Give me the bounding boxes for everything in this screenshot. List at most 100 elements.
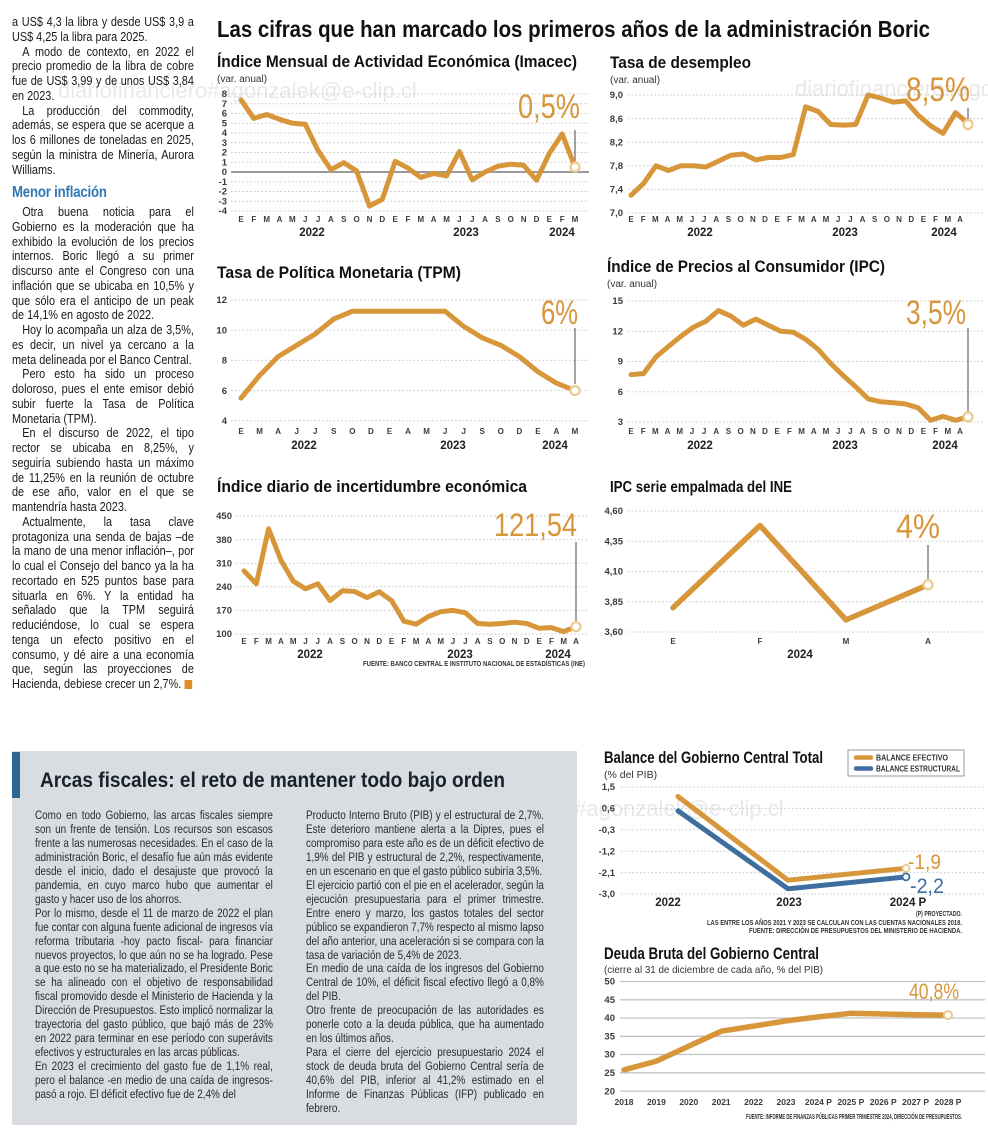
- svg-text:J: J: [848, 215, 852, 224]
- svg-text:35: 35: [604, 1031, 615, 1042]
- svg-text:8,6: 8,6: [610, 114, 623, 125]
- svg-text:A: A: [713, 427, 719, 436]
- svg-text:450: 450: [216, 511, 232, 522]
- svg-text:O: O: [508, 215, 514, 224]
- svg-text:M: M: [443, 215, 450, 224]
- svg-text:IPC serie empalmada del INE: IPC serie empalmada del INE: [610, 479, 792, 496]
- svg-text:(var. anual): (var. anual): [217, 74, 267, 85]
- svg-text:2023: 2023: [777, 1097, 796, 1107]
- svg-text:Deuda Bruta del Gobierno Centr: Deuda Bruta del Gobierno Central: [604, 945, 819, 963]
- svg-text:M: M: [944, 427, 951, 436]
- svg-text:N: N: [364, 637, 370, 646]
- svg-text:-1: -1: [219, 177, 228, 188]
- svg-text:M: M: [560, 637, 567, 646]
- svg-text:170: 170: [216, 606, 232, 617]
- svg-text:J: J: [461, 427, 465, 436]
- svg-text:F: F: [641, 215, 646, 224]
- svg-text:8: 8: [222, 89, 227, 100]
- svg-text:FUENTE: DIRECCIÓN DE PRESUPUES: FUENTE: DIRECCIÓN DE PRESUPUESTOS DEL MI…: [749, 926, 962, 935]
- svg-text:diariofinanciero#agonzalek@e-c: diariofinanciero#agonzalek@e-clip.cl: [58, 78, 417, 103]
- svg-text:O: O: [738, 427, 744, 436]
- svg-text:N: N: [750, 215, 756, 224]
- svg-text:D: D: [379, 215, 385, 224]
- svg-text:E: E: [775, 427, 781, 436]
- svg-text:D: D: [376, 637, 382, 646]
- svg-text:7,8: 7,8: [610, 161, 623, 172]
- svg-text:F: F: [933, 427, 938, 436]
- svg-text:2022: 2022: [297, 649, 323, 661]
- svg-text:diariofinanciero#agonzalek@e-c: diariofinanciero#agonzalek@e-clip.cl: [795, 76, 988, 101]
- svg-text:Balance del Gobierno Central T: Balance del Gobierno Central Total: [604, 749, 823, 767]
- svg-text:S: S: [495, 215, 501, 224]
- svg-text:-4: -4: [219, 206, 228, 217]
- svg-text:S: S: [340, 637, 346, 646]
- svg-text:(P) PROYECTADO.: (P) PROYECTADO.: [916, 909, 962, 918]
- svg-text:2024: 2024: [545, 649, 571, 661]
- svg-text:40: 40: [604, 1013, 615, 1024]
- svg-text:A: A: [860, 215, 866, 224]
- svg-text:J: J: [316, 637, 320, 646]
- svg-text:Índice Mensual de Actividad Ec: Índice Mensual de Actividad Económica (I…: [217, 52, 577, 71]
- svg-text:A: A: [275, 427, 281, 436]
- svg-text:D: D: [908, 427, 914, 436]
- svg-text:O: O: [353, 215, 359, 224]
- svg-text:A: A: [475, 637, 481, 646]
- svg-text:J: J: [836, 427, 840, 436]
- svg-text:M: M: [572, 215, 579, 224]
- svg-text:S: S: [872, 427, 878, 436]
- svg-text:M: M: [944, 215, 951, 224]
- svg-text:6: 6: [222, 386, 227, 397]
- svg-text:E: E: [921, 427, 927, 436]
- svg-text:(var. anual): (var. anual): [607, 279, 657, 290]
- svg-text:M: M: [843, 637, 850, 646]
- svg-text:2023: 2023: [453, 227, 479, 239]
- svg-text:J: J: [303, 637, 307, 646]
- svg-text:-3,0: -3,0: [599, 889, 615, 900]
- svg-text:M: M: [572, 427, 579, 436]
- svg-text:N: N: [512, 637, 518, 646]
- svg-text:F: F: [787, 427, 792, 436]
- svg-text:F: F: [549, 637, 554, 646]
- svg-text:O: O: [349, 427, 355, 436]
- svg-text:Arcas fiscales: el reto de man: Arcas fiscales: el reto de mantener todo…: [40, 769, 505, 792]
- svg-text:FUENTE: BANCO CENTRAL E INSTIT: FUENTE: BANCO CENTRAL E INSTITUTO NACION…: [363, 659, 585, 668]
- svg-text:2024: 2024: [549, 227, 575, 239]
- svg-text:J: J: [690, 215, 694, 224]
- svg-text:M: M: [263, 215, 270, 224]
- svg-text:3,85: 3,85: [605, 597, 624, 608]
- svg-text:M: M: [265, 637, 272, 646]
- svg-text:1,5: 1,5: [602, 782, 616, 793]
- svg-text:2022: 2022: [744, 1097, 763, 1107]
- svg-text:S: S: [872, 215, 878, 224]
- svg-text:Índice diario de incertidumbre: Índice diario de incertidumbre económica: [217, 477, 527, 496]
- svg-text:O: O: [498, 427, 504, 436]
- svg-text:J: J: [294, 427, 298, 436]
- svg-text:A: A: [278, 637, 284, 646]
- svg-text:2025 P: 2025 P: [837, 1097, 864, 1107]
- svg-text:0: 0: [222, 167, 227, 178]
- svg-text:-1,2: -1,2: [599, 846, 615, 857]
- svg-text:D: D: [762, 427, 768, 436]
- svg-text:2021: 2021: [712, 1097, 731, 1107]
- svg-text:N: N: [521, 215, 527, 224]
- svg-text:2027 P: 2027 P: [902, 1097, 929, 1107]
- svg-text:2022: 2022: [655, 897, 681, 909]
- svg-text:4,35: 4,35: [605, 536, 624, 547]
- svg-text:S: S: [487, 637, 493, 646]
- svg-text:310: 310: [216, 558, 232, 569]
- svg-text:A: A: [925, 637, 931, 646]
- svg-text:D: D: [908, 215, 914, 224]
- svg-text:2020: 2020: [679, 1097, 698, 1107]
- svg-text:(% del PIB): (% del PIB): [604, 769, 657, 781]
- svg-text:8,5%: 8,5%: [906, 71, 970, 109]
- svg-text:LAS ENTRE LOS AÑOS 2021 Y 2023: LAS ENTRE LOS AÑOS 2021 Y 2023 SE CALCUL…: [707, 918, 962, 927]
- svg-text:A: A: [426, 637, 432, 646]
- svg-text:(cierre al 31 de diciembre de: (cierre al 31 de diciembre de cada año, …: [604, 964, 823, 976]
- svg-text:M: M: [798, 215, 805, 224]
- svg-text:10: 10: [216, 325, 227, 336]
- svg-text:S: S: [480, 427, 486, 436]
- svg-text:4: 4: [222, 128, 228, 139]
- svg-text:100: 100: [216, 629, 232, 640]
- svg-text:3,5%: 3,5%: [906, 294, 966, 332]
- svg-text:A: A: [405, 427, 411, 436]
